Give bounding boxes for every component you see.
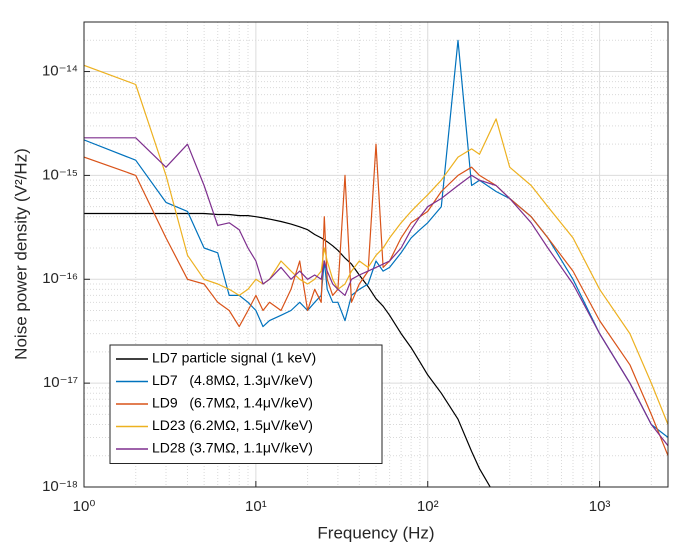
legend-label: LD9 (6.7MΩ, 1.4μV/keV) [152,395,313,411]
y-tick-label: 10⁻¹⁵ [42,166,78,183]
y-tick-label: 10⁻¹⁷ [43,374,78,391]
legend-label: LD7 (4.8MΩ, 1.3μV/keV) [152,372,313,388]
lines [84,39,668,487]
legend-label: LD23 (6.2MΩ, 1.5μV/keV) [152,417,313,433]
axes-box [83,21,669,488]
y-tick-label: 10⁻¹⁴ [42,63,78,80]
series-line [84,64,668,425]
legend: LD7 particle signal (1 keV) LD7 (4.8MΩ, 1… [109,344,383,464]
x-tick-label: 10⁰ [73,498,96,515]
series-line [84,137,668,447]
ticks: 10⁰ 10¹ 10² 10³ 10⁻¹⁸ 10⁻¹⁷ 10⁻¹⁶ 10⁻¹⁵ 10⁻¹⁴ [42,63,610,515]
x-axis-label: Frequency (Hz) [317,523,434,542]
x-tick-label: 10³ [589,498,611,515]
y-tick-label: 10⁻¹⁸ [42,478,78,495]
legend-label: LD7 particle signal (1 keV) [152,350,316,366]
legend-box [109,344,383,464]
series-line [84,39,668,438]
y-tick-label: 10⁻¹⁶ [42,270,78,287]
legend-label: LD28 (3.7MΩ, 1.1μV/keV) [152,440,313,456]
x-tick-label: 10¹ [245,498,267,515]
y-axis-label: Noise power density (V²/Hz) [11,148,30,360]
x-tick-label: 10² [417,498,439,515]
